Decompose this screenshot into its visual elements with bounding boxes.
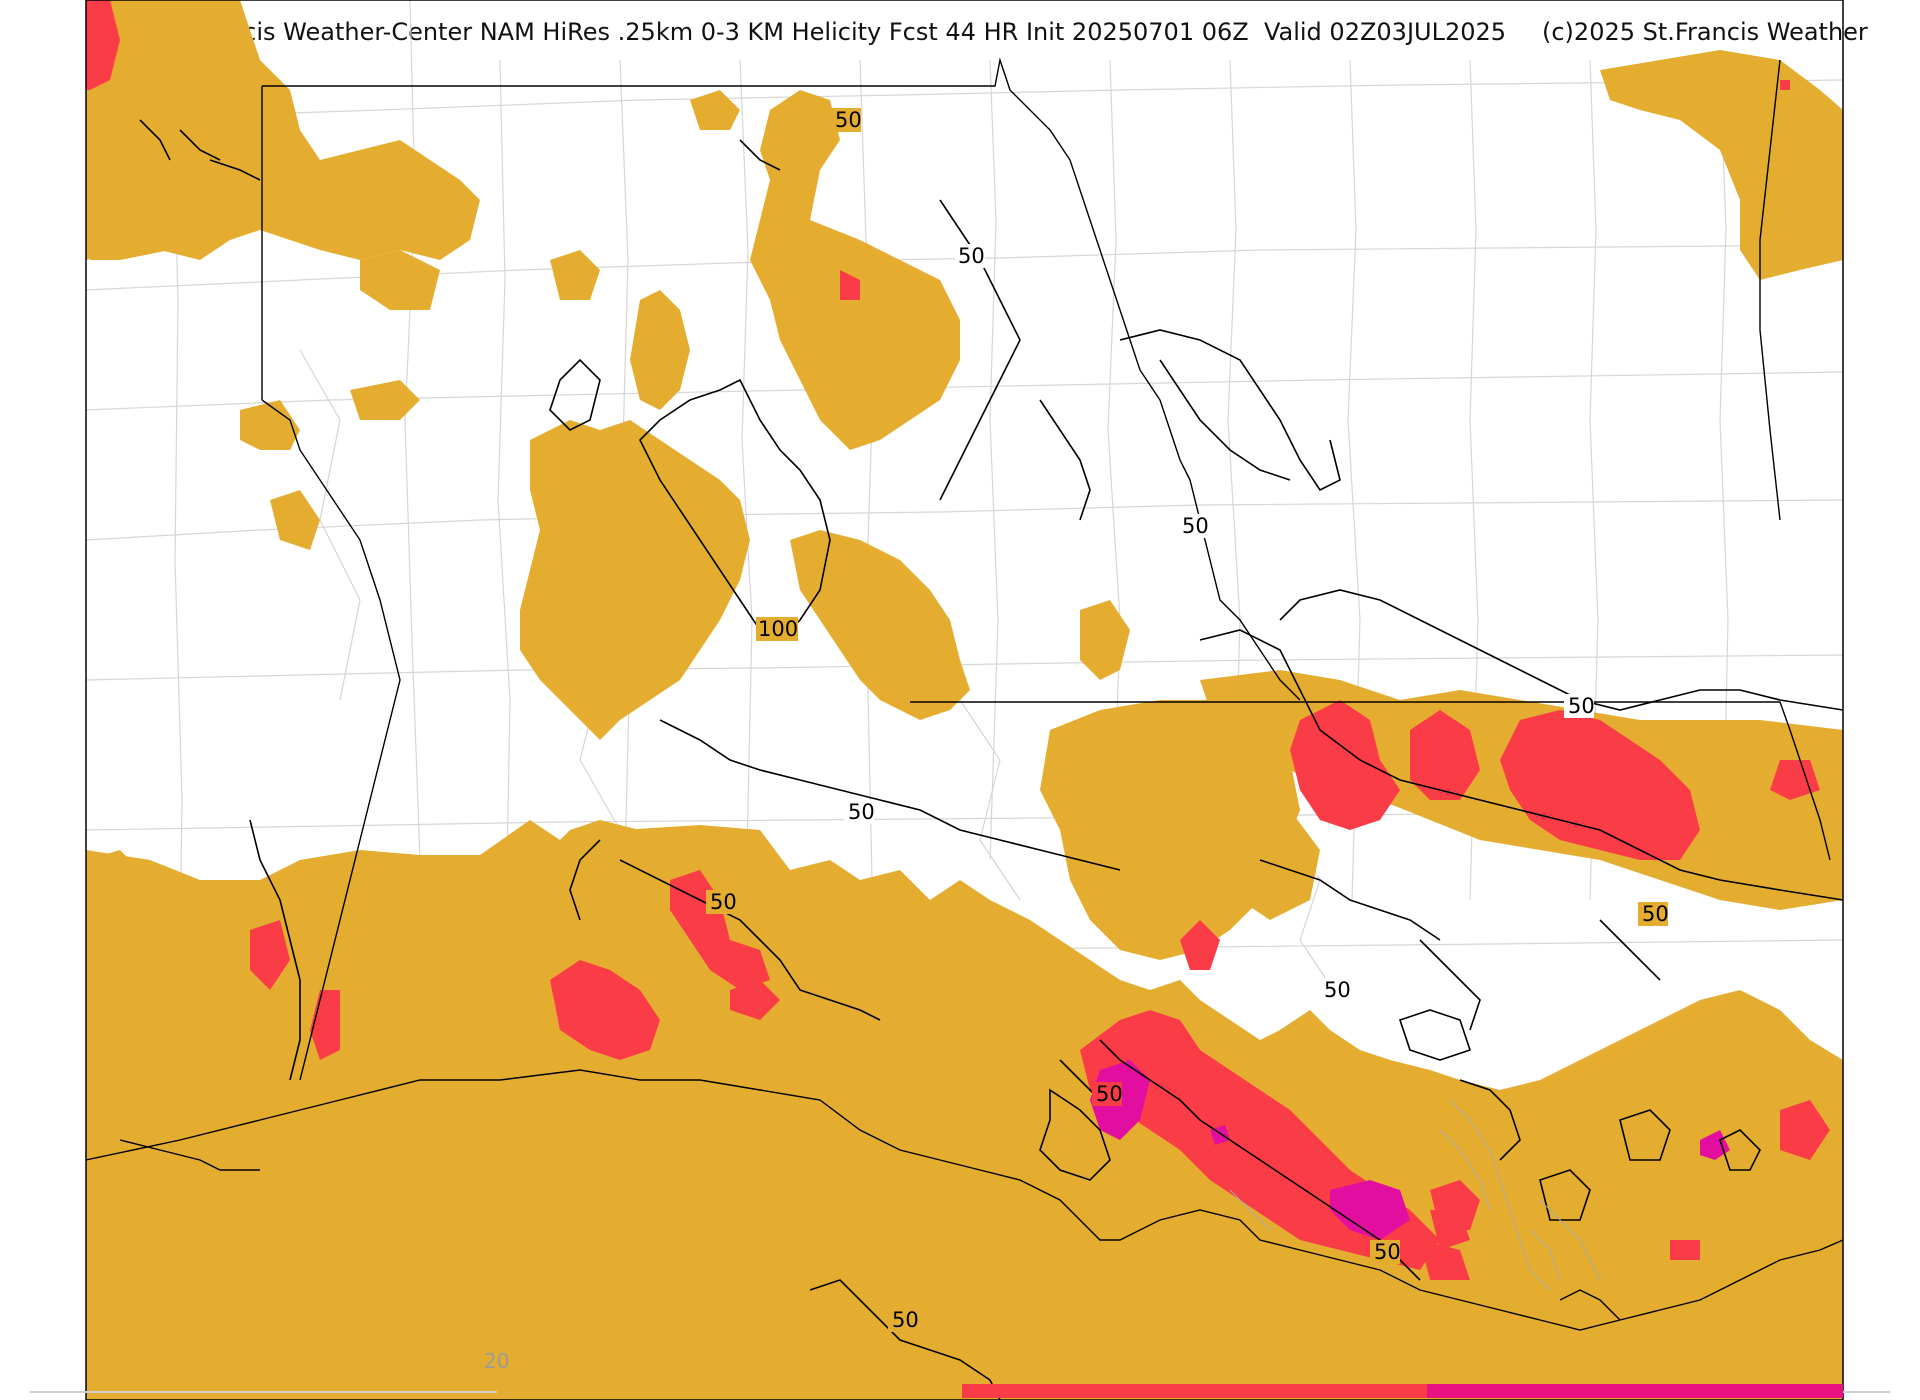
contour-label-12: 50 xyxy=(892,1308,919,1332)
coastal-detail xyxy=(1229,1099,1601,1291)
colorbar-segment-3 xyxy=(1427,1384,1843,1398)
map-frame xyxy=(85,0,1844,1400)
contour-labels: 50 50 50 100 50 50 50 50 50 50 50 50 xyxy=(706,108,1669,1332)
contour-label-11: 50 xyxy=(1374,1240,1401,1264)
colorbar-segment-1 xyxy=(497,1384,962,1398)
contour-label-5: 50 xyxy=(848,800,875,824)
contour-label-1: 50 xyxy=(835,108,862,132)
contour-label-3: 50 xyxy=(1182,514,1209,538)
colorbar-label: 20 xyxy=(484,1349,509,1373)
contour-label-6: 50 xyxy=(1568,694,1595,718)
map-title: St-Francis Weather-Center NAM HiRes .25k… xyxy=(0,18,1920,54)
contour-label-10: 50 xyxy=(1096,1082,1123,1106)
title-copyright: (c)2025 St.Francis Weather xyxy=(1542,18,1868,46)
colorbar: 20 xyxy=(30,1349,1890,1398)
contour-label-9: 50 xyxy=(1324,978,1351,1002)
state-borders xyxy=(86,57,1843,1331)
title-main: St-Francis Weather-Center NAM HiRes .25k… xyxy=(158,18,1507,46)
colorbar-segment-2 xyxy=(962,1384,1427,1398)
contour-label-8: 50 xyxy=(1642,902,1669,926)
contour-label-4: 100 xyxy=(758,617,798,641)
contour-label-2: 50 xyxy=(958,244,985,268)
contour-label-7: 50 xyxy=(710,890,737,914)
helicity-contours xyxy=(139,119,1843,1400)
